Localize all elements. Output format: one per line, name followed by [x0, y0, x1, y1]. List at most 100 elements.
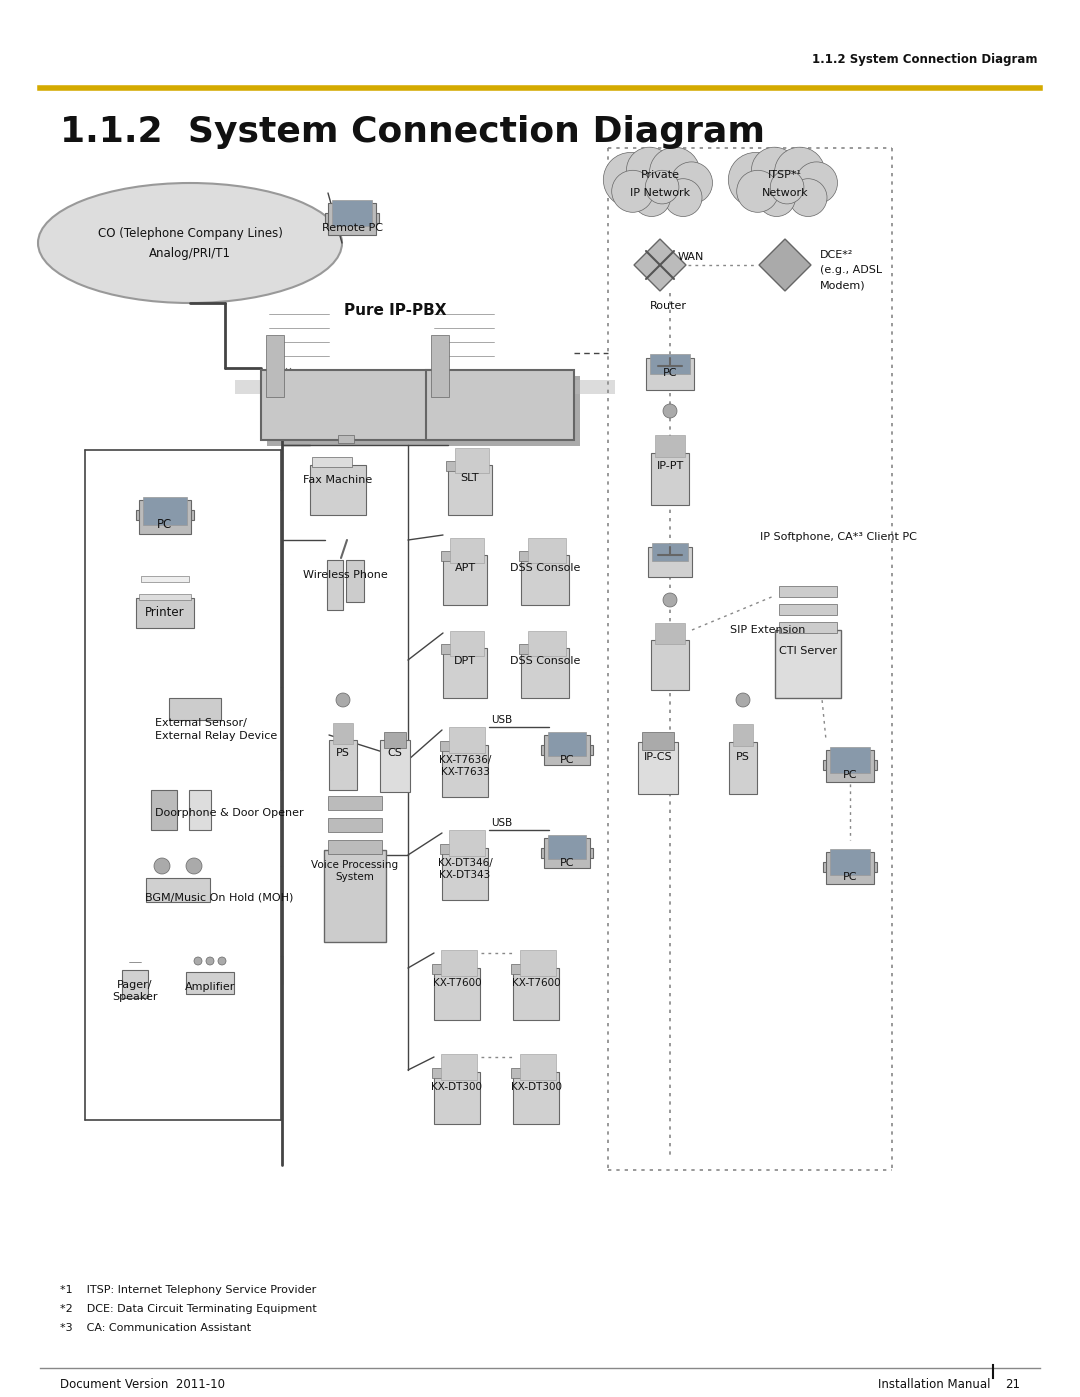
Text: DSS Console: DSS Console [510, 657, 580, 666]
Text: External Relay Device: External Relay Device [156, 731, 278, 740]
Text: IP Softphone, CA*³ Client PC: IP Softphone, CA*³ Client PC [760, 532, 917, 542]
Bar [779, 604, 837, 615]
Text: KX-DT343: KX-DT343 [440, 870, 490, 880]
Bar [544, 838, 590, 868]
Text: *3    CA: Communication Assistant: *3 CA: Communication Assistant [60, 1323, 252, 1333]
Bar [528, 631, 566, 657]
Bar [652, 543, 688, 562]
Text: Doorphone & Door Opener: Doorphone & Door Opener [156, 807, 303, 819]
Text: Router: Router [650, 300, 687, 312]
Bar [831, 849, 870, 875]
Bar [151, 789, 177, 830]
Text: KX-T7600: KX-T7600 [512, 978, 561, 988]
Circle shape [663, 624, 677, 638]
Bar [441, 644, 481, 654]
Ellipse shape [38, 183, 342, 303]
Bar [519, 644, 563, 654]
Bar [328, 819, 382, 833]
Bar [338, 434, 354, 443]
Text: Remote PC: Remote PC [322, 224, 382, 233]
Bar [426, 370, 573, 440]
Text: Pure IP-PBX: Pure IP-PBX [343, 303, 446, 319]
Bar [779, 585, 837, 597]
Bar [267, 376, 445, 446]
Bar [442, 848, 488, 900]
Bar [450, 631, 484, 657]
Circle shape [626, 147, 673, 193]
Bar [434, 1071, 480, 1125]
Bar [333, 724, 353, 745]
Text: *2    DCE: Data Circuit Terminating Equipment: *2 DCE: Data Circuit Terminating Equipme… [60, 1303, 316, 1315]
Text: System: System [336, 872, 375, 882]
Bar [541, 848, 593, 858]
Polygon shape [634, 239, 686, 291]
Bar [544, 735, 590, 766]
Bar [328, 203, 376, 235]
Bar [328, 796, 382, 810]
Bar [654, 434, 685, 457]
Bar [312, 457, 352, 467]
Circle shape [194, 957, 202, 965]
Text: APT: APT [455, 563, 475, 573]
Circle shape [758, 179, 796, 217]
Text: SIP Extension: SIP Extension [730, 624, 806, 636]
Text: Printer: Printer [145, 606, 185, 619]
Bar [440, 740, 482, 752]
Bar [384, 732, 406, 747]
Bar [511, 964, 553, 974]
Text: Private: Private [640, 170, 679, 180]
Bar [441, 550, 481, 562]
Text: Pager/: Pager/ [118, 981, 152, 990]
Bar [327, 560, 343, 610]
Text: KX-DT300: KX-DT300 [511, 1083, 562, 1092]
Text: KX-T7633: KX-T7633 [441, 767, 489, 777]
Bar [511, 1067, 553, 1078]
Bar [449, 830, 485, 856]
Circle shape [664, 179, 702, 217]
Bar [513, 1071, 559, 1125]
Bar [136, 598, 194, 629]
Circle shape [774, 147, 825, 197]
Bar [443, 555, 487, 605]
Circle shape [735, 693, 750, 707]
Bar [448, 465, 492, 515]
Bar [733, 724, 753, 746]
Bar [441, 950, 477, 977]
Bar [332, 200, 372, 226]
Circle shape [186, 858, 202, 875]
Text: 21: 21 [1005, 1377, 1020, 1391]
Bar [346, 560, 364, 602]
Bar [432, 376, 580, 446]
Text: PS: PS [336, 747, 350, 759]
Circle shape [218, 957, 226, 965]
Text: Network: Network [761, 189, 808, 198]
Circle shape [752, 147, 798, 193]
Circle shape [154, 858, 170, 875]
Circle shape [646, 170, 679, 204]
Bar [328, 840, 382, 854]
Circle shape [671, 162, 713, 204]
Bar [441, 1053, 477, 1080]
Text: IP-PT: IP-PT [657, 461, 684, 471]
Bar [826, 852, 874, 884]
Bar [325, 212, 379, 224]
Text: BGM/Music On Hold (MOH): BGM/Music On Hold (MOH) [145, 893, 294, 902]
Text: PC: PC [663, 367, 677, 379]
Bar [324, 849, 386, 942]
Bar [541, 745, 593, 754]
Bar [651, 640, 689, 690]
Text: CTI Server: CTI Server [779, 645, 837, 657]
Circle shape [604, 152, 658, 207]
Text: *1    ITSP: Internet Telephony Service Provider: *1 ITSP: Internet Telephony Service Prov… [60, 1285, 316, 1295]
Bar [261, 370, 438, 440]
Bar [136, 510, 194, 520]
Bar [329, 740, 357, 789]
Bar [775, 630, 841, 698]
Bar [440, 844, 482, 854]
Circle shape [728, 152, 783, 207]
Bar [450, 538, 484, 563]
Text: CO (Telephone Company Lines): CO (Telephone Company Lines) [97, 226, 283, 239]
Bar [380, 740, 410, 792]
Bar [646, 358, 694, 390]
Bar [521, 555, 569, 605]
